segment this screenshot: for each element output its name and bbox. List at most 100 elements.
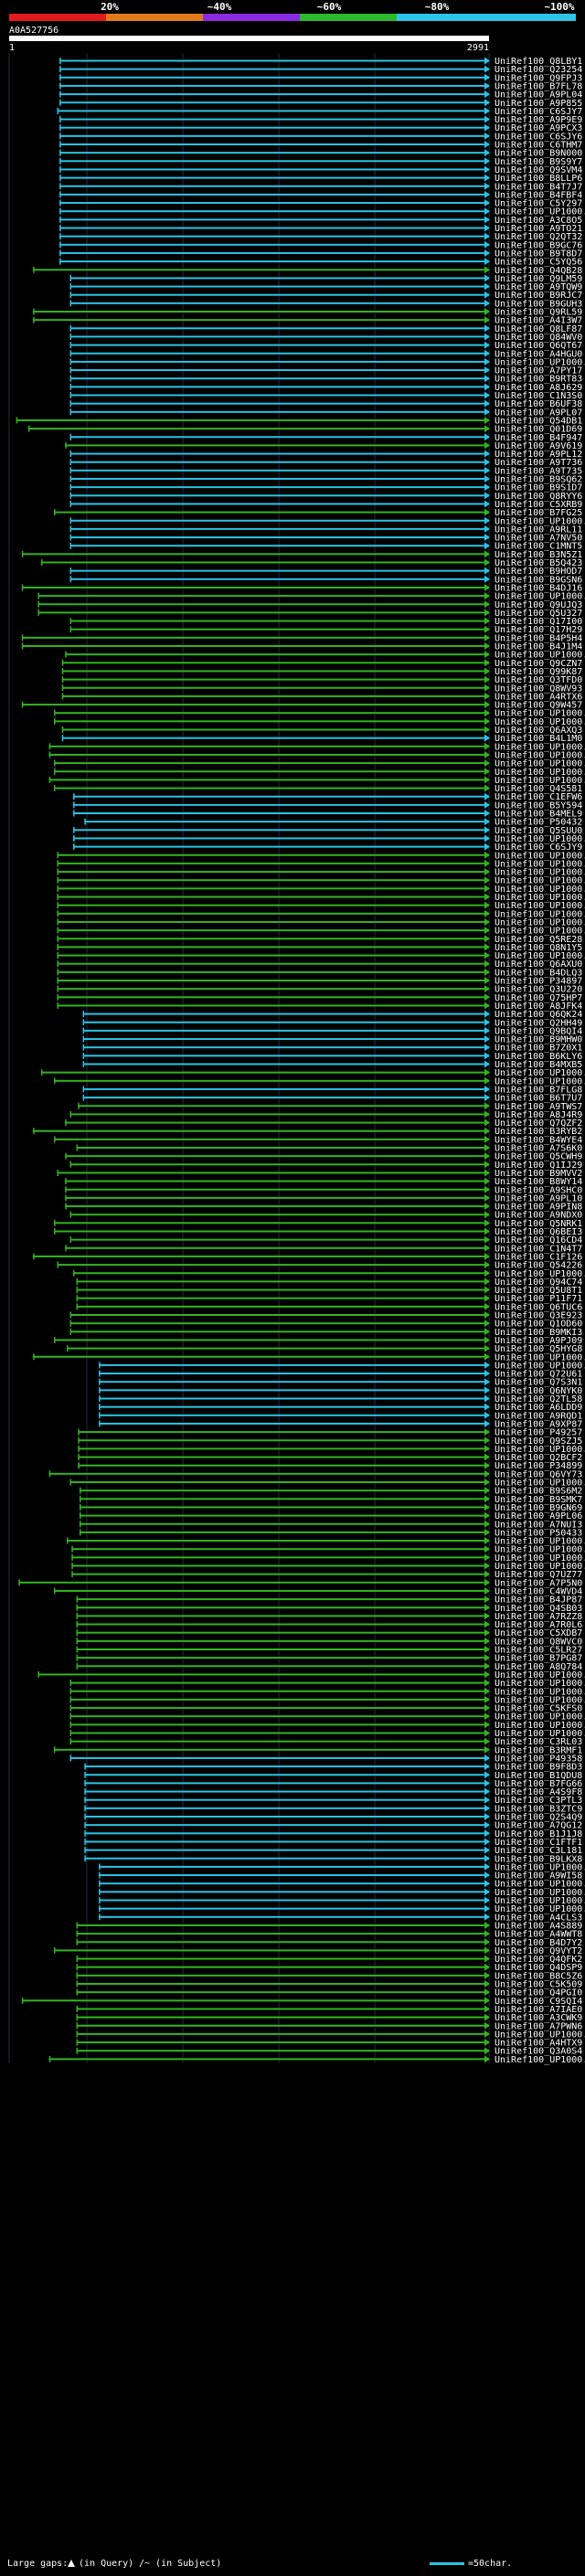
hit-label[interactable]: UniRef100_A9V619 [495,441,582,451]
hit-label[interactable]: UniRef100_P11F71 [495,1294,582,1304]
hit-row[interactable]: UniRef100_B9F8D3 [84,1763,582,1773]
hit-label[interactable]: UniRef100_A4S9F8 [495,1787,582,1797]
hit-label[interactable]: UniRef100_A7IAE0 [495,2005,582,2015]
hit-label[interactable]: UniRef100_UP1000.. [495,516,585,526]
hit-label[interactable]: UniRef100_Q5NRK1 [495,1219,582,1229]
hit-row[interactable]: UniRef100_B9MKI3 [69,1328,583,1338]
hit-label[interactable]: UniRef100_B6KLY6 [495,1052,582,1062]
hit-row[interactable]: UniRef100_UP1000.. [57,909,585,919]
hit-row[interactable]: UniRef100_B9MVV2 [57,1169,583,1179]
hit-label[interactable]: UniRef100_Q6QK24 [495,1010,582,1020]
hit-row[interactable]: UniRef100_A7RZZ8 [76,1612,583,1622]
hit-row[interactable]: UniRef100_UP1000.. [53,768,585,778]
hit-label[interactable]: UniRef100_UP1000.. [495,1729,585,1739]
hit-row[interactable]: UniRef100_C3RL03 [69,1737,583,1747]
hit-row[interactable]: UniRef100_A7IAE0 [76,2005,583,2015]
hit-row[interactable]: UniRef100_Q9VYT2 [53,1946,582,1956]
hit-label[interactable]: UniRef100_UP1000.. [495,2030,585,2040]
hit-label[interactable]: UniRef100_B7PG87 [495,1654,582,1664]
hit-label[interactable]: UniRef100_B3RYB2 [495,1127,582,1137]
hit-label[interactable]: UniRef100_B9SMK7 [495,1495,582,1505]
hit-label[interactable]: UniRef100_A9TO21 [495,224,582,234]
hit-row[interactable]: UniRef100_B8WY14 [65,1177,582,1187]
hit-label[interactable]: UniRef100_B9RT83 [495,375,582,385]
hit-row[interactable]: UniRef100_UP1000.. [57,876,585,886]
hit-row[interactable]: UniRef100_UP1000.. [57,917,585,928]
hit-row[interactable]: UniRef100_A9TQW9 [69,282,583,292]
hit-row[interactable]: UniRef100_Q5U8T1 [76,1286,583,1296]
hit-row[interactable]: UniRef100_UP1000.. [69,516,585,526]
hit-label[interactable]: UniRef100_A7P5N0 [495,1578,582,1588]
hit-label[interactable]: UniRef100_C1MNT5 [495,542,582,552]
hit-label[interactable]: UniRef100_UP1000.. [495,1479,585,1489]
hit-row[interactable]: UniRef100_UP1000.. [57,868,585,878]
hit-row[interactable]: UniRef100_A9PL10 [65,1193,582,1203]
hit-row[interactable]: UniRef100_UP1000.. [65,651,585,661]
hit-row[interactable]: UniRef100_A7S6K0 [76,1144,583,1154]
hit-row[interactable]: UniRef100_UP1000.. [99,1896,585,1906]
hit-row[interactable]: UniRef100_Q9SVM4 [59,165,582,175]
hit-row[interactable]: UniRef100_UP1000.. [53,759,585,769]
hit-label[interactable]: UniRef100_Q9W457 [495,701,582,711]
hit-row[interactable]: UniRef100_UP1000.. [69,1721,585,1731]
hit-row[interactable]: UniRef100_A9NDX0 [69,1211,583,1221]
hit-label[interactable]: UniRef100_B4FBF4 [495,190,582,200]
hit-row[interactable]: UniRef100_UP1000.. [57,885,585,895]
hit-label[interactable]: UniRef100_UP1000.. [495,357,585,367]
hit-row[interactable]: UniRef100_UP1000.. [76,2030,585,2040]
hit-row[interactable]: UniRef100_C1EFW6 [73,792,582,802]
hit-row[interactable]: UniRef100_Q54DB1 [16,416,583,426]
hit-row[interactable]: UniRef100_B7FG66 [84,1779,582,1789]
hit-row[interactable]: UniRef100_Q7S3N1 [99,1378,582,1388]
hit-label[interactable]: UniRef100_Q9BQI4 [495,1026,582,1036]
hit-label[interactable]: UniRef100_B9MKI3 [495,1328,582,1338]
hit-label[interactable]: UniRef100_UP1000.. [495,709,585,719]
hit-label[interactable]: UniRef100_B4L1M0 [495,734,582,744]
hit-row[interactable]: UniRef100_Q9RL59 [33,308,582,318]
hit-row[interactable]: UniRef100_A9P9E9 [59,115,582,125]
hit-label[interactable]: UniRef100_Q75HP7 [495,993,582,1003]
hit-label[interactable]: UniRef100_B4T7J7 [495,182,582,192]
hit-row[interactable]: UniRef100_B9MHW0 [82,1035,583,1045]
hit-row[interactable]: UniRef100_P50432 [84,818,582,828]
hit-label[interactable]: UniRef100_UP1000.. [495,1862,585,1872]
hit-row[interactable]: UniRef100_A7NV50 [69,534,583,544]
hit-row[interactable]: UniRef100_A9T735 [69,466,583,476]
hit-row[interactable]: UniRef100_UP1000.. [48,742,585,752]
hit-label[interactable]: UniRef100_B4DJ16 [495,583,582,593]
hit-row[interactable]: UniRef100_Q4SB03 [76,1604,583,1614]
hit-label[interactable]: UniRef100_A8JFK4 [495,1002,582,1012]
hit-row[interactable]: UniRef100_UP1000.. [71,1562,585,1572]
hit-label[interactable]: UniRef100_B4D7Y2 [495,1938,582,1948]
hit-row[interactable]: UniRef100_B8LLP6 [59,174,582,184]
hit-row[interactable]: UniRef100_Q7UZ77 [71,1570,582,1580]
hit-row[interactable]: UniRef100_P11F71 [76,1294,583,1304]
hit-label[interactable]: UniRef100_Q4PGI0 [495,1988,582,1998]
hit-row[interactable]: UniRef100_B4JP87 [76,1595,583,1606]
hit-label[interactable]: UniRef100_UP1000.. [495,927,585,937]
hit-row[interactable]: UniRef100_B7Z0X1 [82,1044,583,1054]
hit-row[interactable]: UniRef100_C9SQI4 [21,1997,582,2007]
hit-label[interactable]: UniRef100_Q9SVM4 [495,165,582,175]
hit-label[interactable]: UniRef100_B9T8D7 [495,249,582,259]
hit-row[interactable]: UniRef100_A9PJ09 [53,1336,582,1346]
hit-label[interactable]: UniRef100_Q7QZF2 [495,1118,582,1129]
hit-label[interactable]: UniRef100_UP1000.. [495,1687,585,1697]
hit-row[interactable]: UniRef100_Q99K87 [61,667,583,677]
hit-label[interactable]: UniRef100_P49358 [495,1754,582,1764]
hit-label[interactable]: UniRef100_UP1000.. [495,651,585,661]
hit-row[interactable]: UniRef100_A8JFK4 [57,1002,583,1012]
hit-row[interactable]: UniRef100_B9GC76 [59,240,582,250]
hit-row[interactable]: UniRef100_Q16CD4 [69,1235,583,1246]
hit-label[interactable]: UniRef100_A4CLS3 [495,1913,582,1923]
hit-row[interactable]: UniRef100_Q6VY73 [48,1469,583,1479]
hit-row[interactable]: UniRef100_B7FLG8 [82,1085,583,1095]
hit-label[interactable]: UniRef100_A4I3W7 [495,316,582,326]
hit-row[interactable]: UniRef100_B4F947 [69,433,583,443]
hit-label[interactable]: UniRef100_Q4DSP9 [495,1963,582,1973]
hit-label[interactable]: UniRef100_B8LLP6 [495,174,582,184]
hit-label[interactable]: UniRef100_B9N000 [495,149,582,159]
hit-label[interactable]: UniRef100_UP1000.. [495,917,585,928]
hit-row[interactable]: UniRef100_P49358 [69,1754,583,1764]
hit-label[interactable]: UniRef100_UP1000.. [495,893,585,903]
